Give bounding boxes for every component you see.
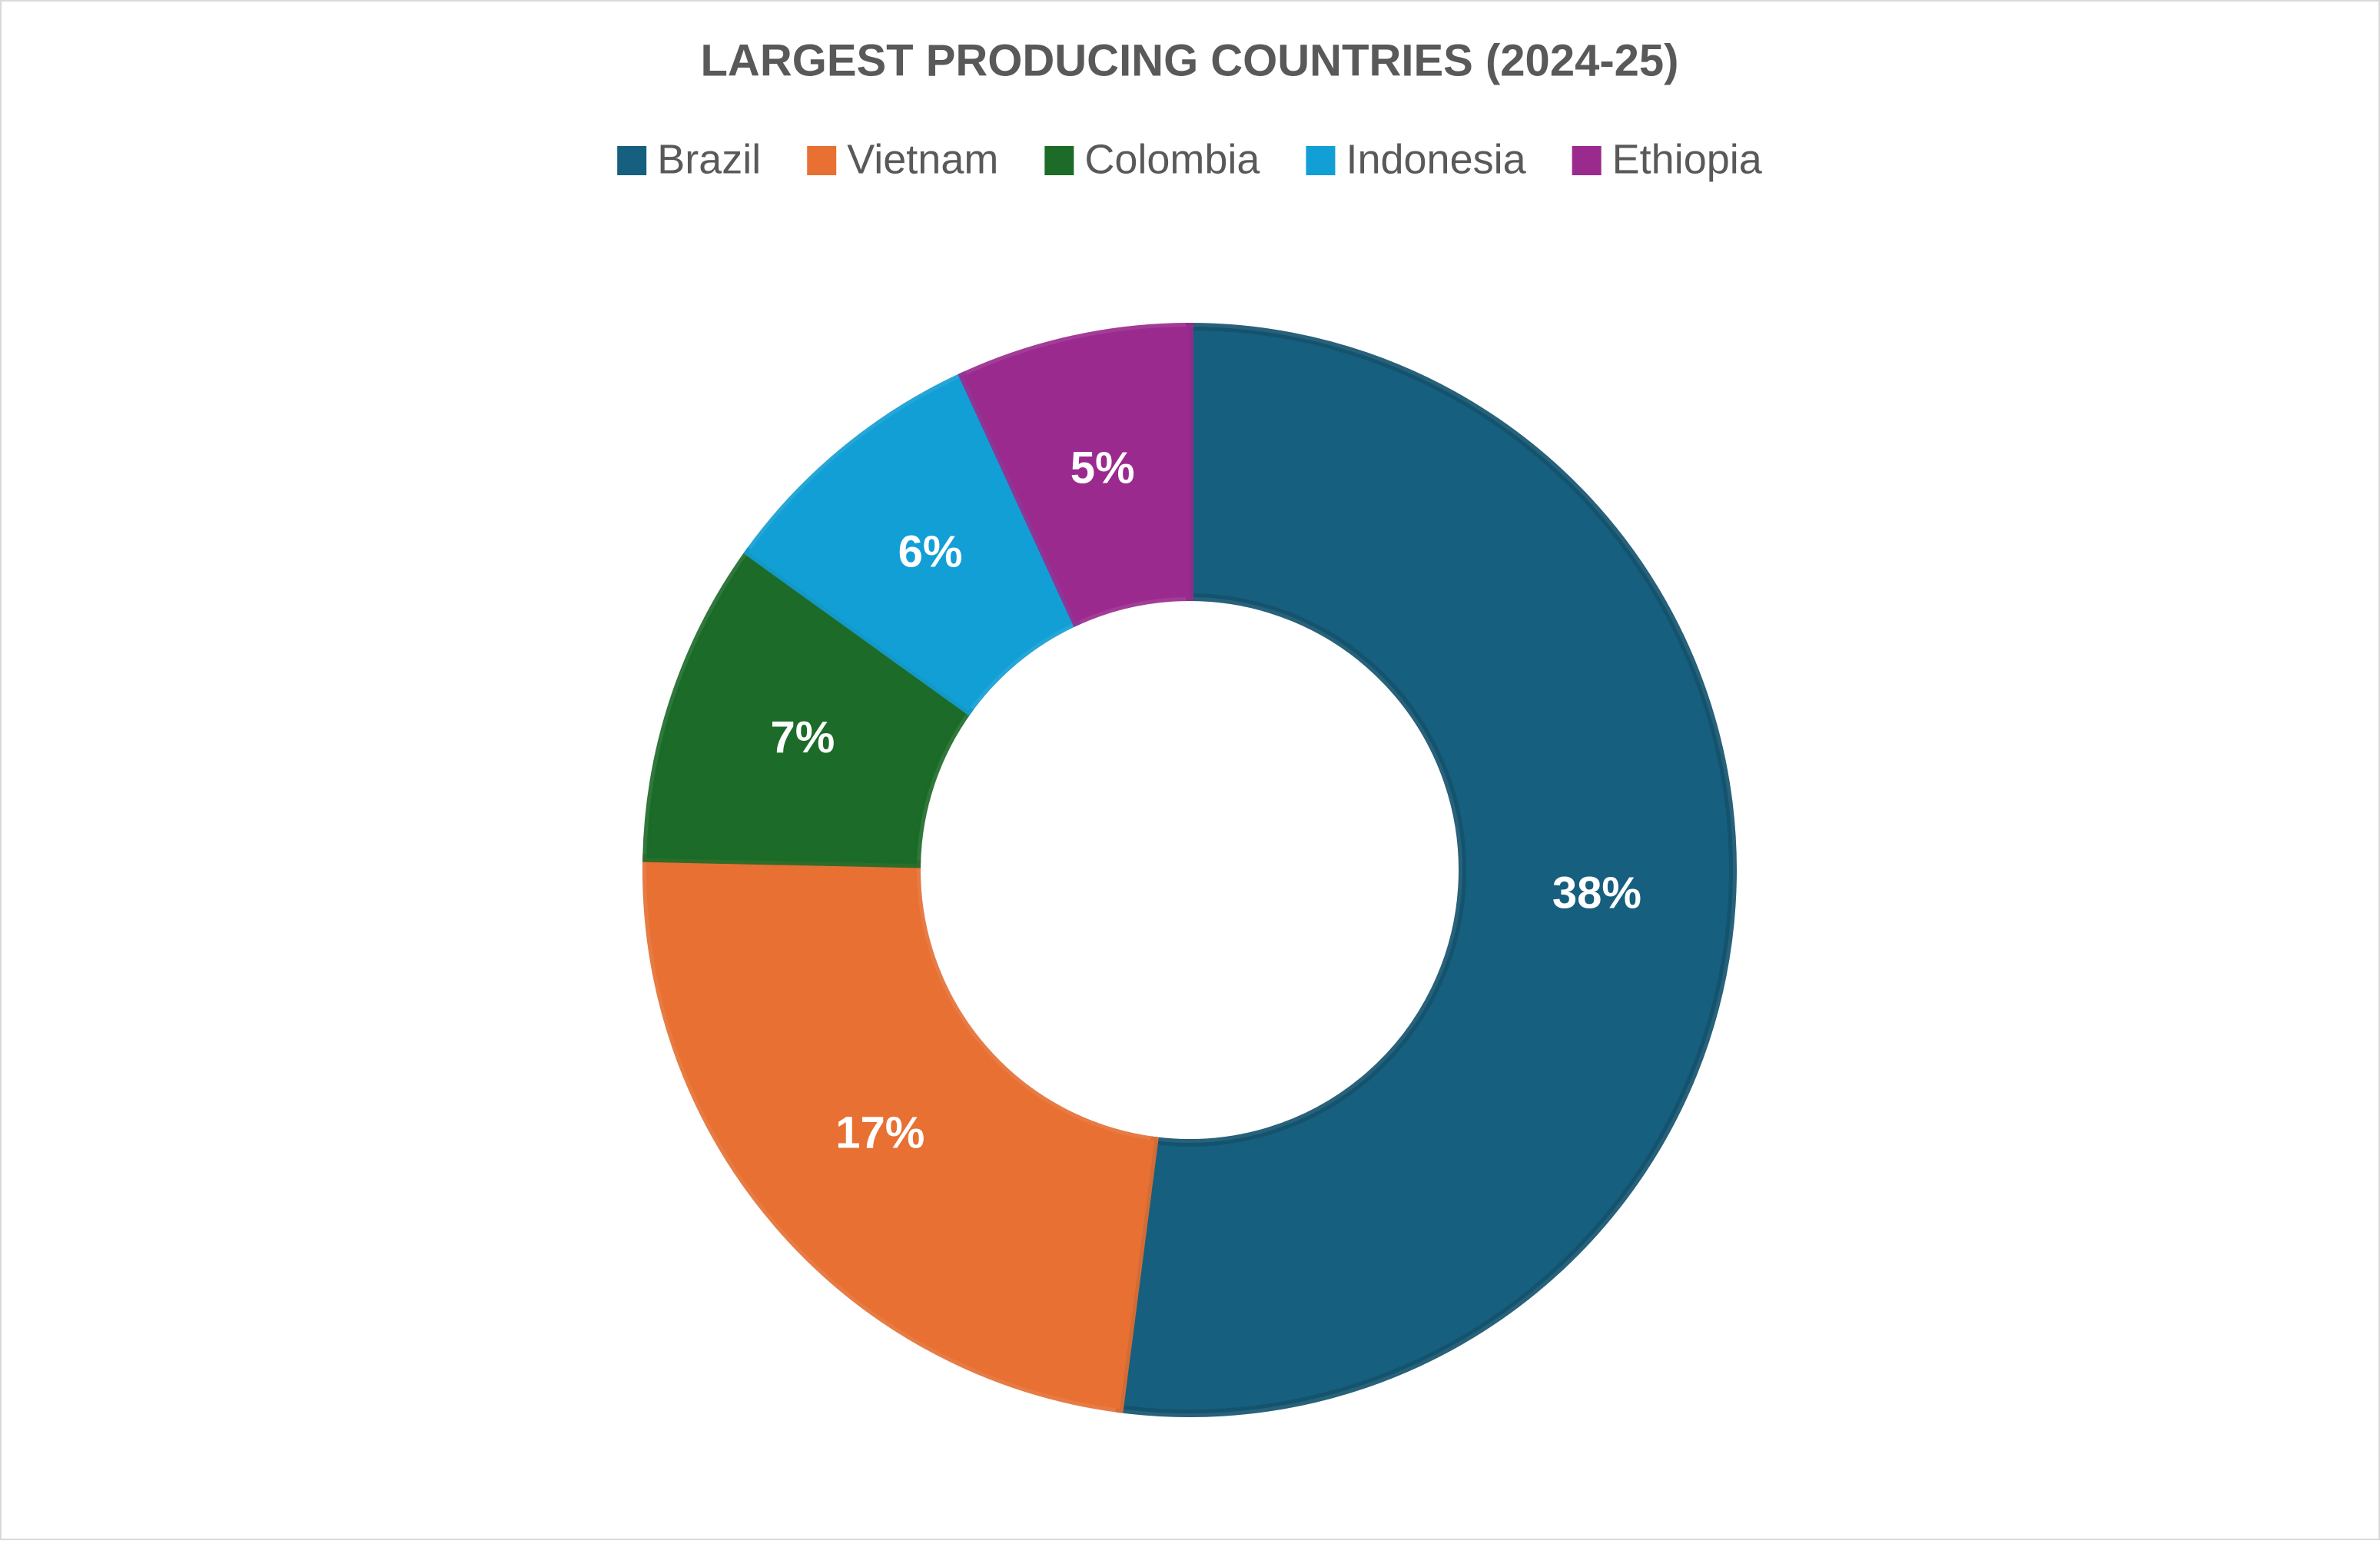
data-label: 6%	[898, 526, 963, 576]
doughnut-slice	[642, 854, 1159, 1413]
doughnut-slice	[958, 322, 1193, 627]
doughnut-slice	[642, 546, 974, 868]
legend-item: Vietnam	[807, 136, 998, 182]
legend-swatch	[617, 146, 647, 175]
legend-item: Ethiopia	[1572, 136, 1763, 182]
legend-label: Colombia	[1084, 136, 1260, 182]
legend: Brazil Vietnam Colombia Indonesia Ethiopia	[617, 136, 1763, 182]
legend-item: Indonesia	[1306, 136, 1527, 182]
chart-title: LARGEST PRODUCING COUNTRIES (2024-25)	[701, 35, 1679, 85]
legend-label: Indonesia	[1346, 136, 1526, 182]
legend-swatch	[1306, 146, 1336, 175]
legend-swatch	[1044, 146, 1074, 175]
data-label: 38%	[1552, 868, 1641, 918]
legend-swatch	[1572, 146, 1602, 175]
data-label: 5%	[1071, 443, 1135, 493]
plot-area: 38% 17% 7% 6% 5%	[642, 322, 1737, 1417]
data-label: 17%	[835, 1107, 924, 1157]
doughnut-slice	[1115, 322, 1737, 1417]
slice-outline	[1115, 322, 1737, 1417]
legend-item: Colombia	[1044, 136, 1260, 182]
data-label: 7%	[771, 712, 835, 762]
legend-label: Vietnam	[847, 136, 998, 182]
doughnut-slice	[743, 370, 1081, 716]
legend-label: Ethiopia	[1612, 136, 1763, 182]
legend-label: Brazil	[657, 136, 761, 182]
legend-item: Brazil	[617, 136, 761, 182]
legend-swatch	[807, 146, 837, 175]
